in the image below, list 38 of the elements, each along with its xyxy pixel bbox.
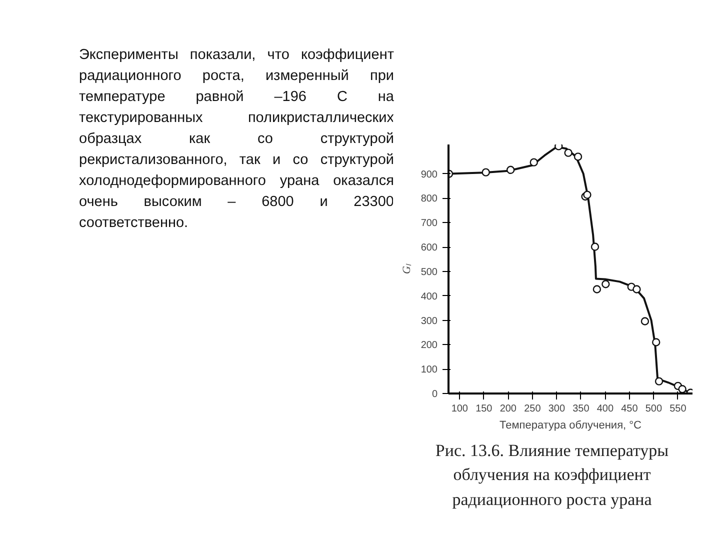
point — [574, 152, 582, 161]
point — [590, 242, 600, 251]
text: Рис. 13.6. Влияние температуры облучения на коэффициент радиационного роста урана — [434, 440, 670, 511]
x-tick-label: 550 — [670, 404, 687, 414]
point — [482, 168, 490, 176]
y-tick-label: 300 — [420, 316, 438, 327]
point — [640, 317, 650, 326]
y-tick-label: 400 — [420, 291, 438, 302]
point — [554, 144, 563, 150]
point — [652, 338, 660, 346]
y-tick-label: 900 — [420, 169, 438, 180]
x-tick-label: 500 — [645, 404, 662, 414]
y-tick-label: 500 — [420, 266, 438, 278]
x-tick-label: 100 — [451, 404, 468, 414]
x-tick-label: 450 — [621, 404, 638, 414]
point — [602, 280, 610, 288]
y-tick-label: 100 — [420, 364, 438, 376]
y-tick-label: 800 — [420, 194, 438, 205]
y-tick-label: 0 — [432, 389, 438, 400]
point — [592, 285, 602, 294]
point — [530, 158, 538, 166]
y-axis-title: Gₗ — [400, 263, 413, 274]
x-tick-label: 200 — [500, 404, 517, 414]
x-tick-label: 250 — [524, 404, 542, 414]
point — [654, 377, 664, 386]
point — [506, 166, 515, 174]
x-tick-label: 400 — [596, 404, 614, 414]
point — [564, 148, 572, 157]
x-tick-label: 150 — [476, 404, 493, 414]
y-tick-label: 600 — [420, 242, 438, 254]
x-tick-label: 300 — [548, 404, 566, 414]
text: Эксперименты показали, что коэффициент радиационного роста, измеренный при температуре равной –196 С на текстурированных поликристаллических образцах как со структурой рекристализованного, так и со структурой холоднодеформированного урана оказался очень высоким – 6800 и 23300 соответственно. — [79, 47, 394, 232]
y-tick-label: 200 — [420, 340, 438, 352]
x-axis-title: Температура облучения, °С — [500, 420, 642, 432]
point — [678, 385, 686, 394]
x-tick-label: 350 — [572, 404, 590, 414]
y-tick-label: 700 — [420, 218, 438, 230]
point — [632, 285, 641, 294]
